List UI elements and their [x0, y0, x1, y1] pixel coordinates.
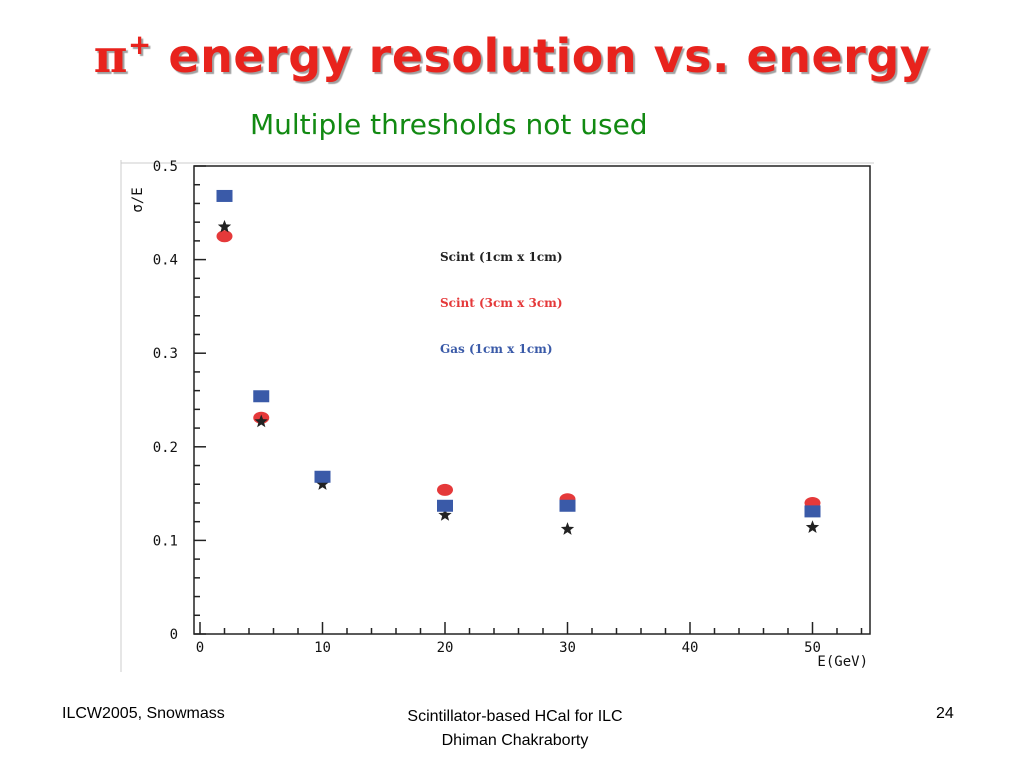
- chart-panel: 0 0.1 0.2 0.3 0.4 0.5 0 10 20 30 40 50 σ/E E(GeV) …: [118, 159, 874, 672]
- data-point-square: [253, 390, 270, 403]
- legend-entry: Scint (1cm x 1cm): [440, 250, 563, 264]
- y-tick-label: 0.3: [153, 346, 178, 362]
- data-point-star: [217, 219, 232, 233]
- data-point-circle: [216, 230, 233, 243]
- y-tick-label: 0.5: [153, 160, 178, 175]
- data-point-square: [314, 470, 331, 483]
- data-point-square: [804, 505, 821, 518]
- data-point-star: [315, 477, 330, 490]
- chart-svg: 00.10.20.30.40.5 0 10 20 30 40 50 σ/E E(GeV) …: [120, 159, 874, 672]
- y-axis-label: σ/E: [130, 187, 146, 212]
- x-axis-label: E(GeV): [817, 654, 868, 670]
- data-point-square: [437, 499, 453, 512]
- page-number: 24: [936, 705, 954, 722]
- y-axis-ticks: [194, 165, 206, 635]
- footer-center-line2: Dhiman Chakraborty: [441, 732, 589, 749]
- data-point-circle: [437, 483, 453, 496]
- footer-center: Scintillator-based HCal for ILC Dhiman C…: [350, 705, 680, 753]
- y-tick-label: 0.4: [153, 253, 178, 269]
- x-tick-label: 0: [196, 640, 204, 656]
- footer-center-line1: Scintillator-based HCal for ILC: [407, 708, 623, 725]
- data-point-square: [559, 499, 576, 512]
- data-point-square: [216, 189, 233, 202]
- chart-legend: Scint (1cm x 1cm) Scint (3cm x 3cm) Gas (1…: [440, 250, 563, 356]
- plot-frame: [193, 165, 871, 635]
- x-axis-tick-labels: 0 10 20 30 40 50: [196, 640, 821, 656]
- y-tick-label: 0.1: [153, 533, 178, 549]
- data-point-star: [805, 520, 820, 533]
- legend-entry: Scint (3cm x 3cm): [440, 296, 563, 310]
- x-axis-ticks: [199, 622, 863, 634]
- y-axis-tick-labels: 0 0.1 0.2 0.3 0.4 0.5: [153, 159, 178, 643]
- slide-title: π+ energy resolution vs. energy: [0, 28, 1024, 83]
- slide-subtitle: Multiple thresholds not used: [250, 108, 648, 141]
- footer-left: ILCW2005, Snowmass: [62, 705, 225, 722]
- data-point-star: [438, 508, 452, 521]
- x-tick-label: 10: [314, 640, 331, 656]
- x-tick-label: 30: [559, 640, 576, 656]
- x-tick-label: 20: [437, 640, 454, 656]
- title-superscript: +: [127, 28, 152, 61]
- y-tick-label: 0: [170, 627, 178, 643]
- title-text: energy resolution vs. energy: [151, 29, 931, 83]
- data-point-star: [254, 414, 268, 428]
- data-point-star: [560, 522, 575, 535]
- x-tick-label: 40: [682, 640, 699, 656]
- x-tick-label: 50: [804, 640, 821, 656]
- legend-entry: Gas (1cm x 1cm): [440, 342, 553, 356]
- data-points: [216, 189, 821, 535]
- title-symbol: π: [93, 29, 128, 83]
- y-tick-label: 0.2: [153, 440, 178, 456]
